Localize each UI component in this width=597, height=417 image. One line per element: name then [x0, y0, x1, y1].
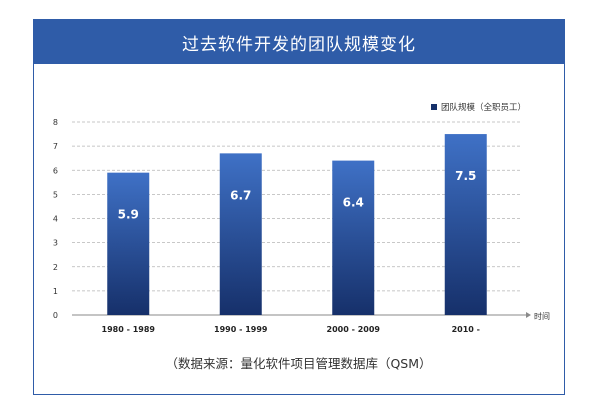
bars: [107, 134, 487, 315]
data-label: 5.9: [118, 208, 139, 222]
y-tick-label: 6: [53, 166, 58, 175]
y-tick-label: 7: [53, 142, 58, 151]
data-labels: 5.9 6.7 6.4 7.5: [118, 169, 477, 222]
legend-swatch: [431, 104, 437, 110]
y-tick-label: 1: [53, 287, 58, 296]
x-axis-arrow: [526, 312, 531, 318]
data-label: 6.4: [343, 196, 364, 210]
y-tick-label: 4: [53, 215, 58, 224]
chart-title: 过去软件开发的团队规模变化: [182, 34, 416, 55]
y-tick-label: 5: [53, 190, 58, 199]
bar: [219, 153, 262, 315]
data-label: 7.5: [455, 169, 476, 183]
x-tick-label: 1990 - 1999: [214, 325, 268, 334]
y-tick-label: 8: [53, 118, 58, 127]
x-tick-label: 2000 - 2009: [327, 325, 381, 334]
title-bar: 过去软件开发的团队规模变化: [34, 20, 564, 64]
y-tick-label: 3: [53, 239, 58, 248]
y-tick-label: 0: [53, 311, 58, 320]
bar: [444, 134, 487, 315]
x-tick-label: 1980 - 1989: [102, 325, 156, 334]
source-note: （数据来源：量化软件项目管理数据库（QSM）: [165, 356, 432, 371]
legend-label: 团队规模（全职员工）: [441, 102, 526, 113]
x-tick-label: 2010 -: [452, 325, 480, 334]
data-label: 6.7: [230, 188, 251, 202]
legend: 团队规模（全职员工）: [431, 102, 526, 113]
x-axis-label: 时间: [534, 311, 550, 321]
bar: [107, 172, 150, 315]
y-tick-label: 2: [53, 263, 58, 272]
bar: [332, 160, 375, 315]
